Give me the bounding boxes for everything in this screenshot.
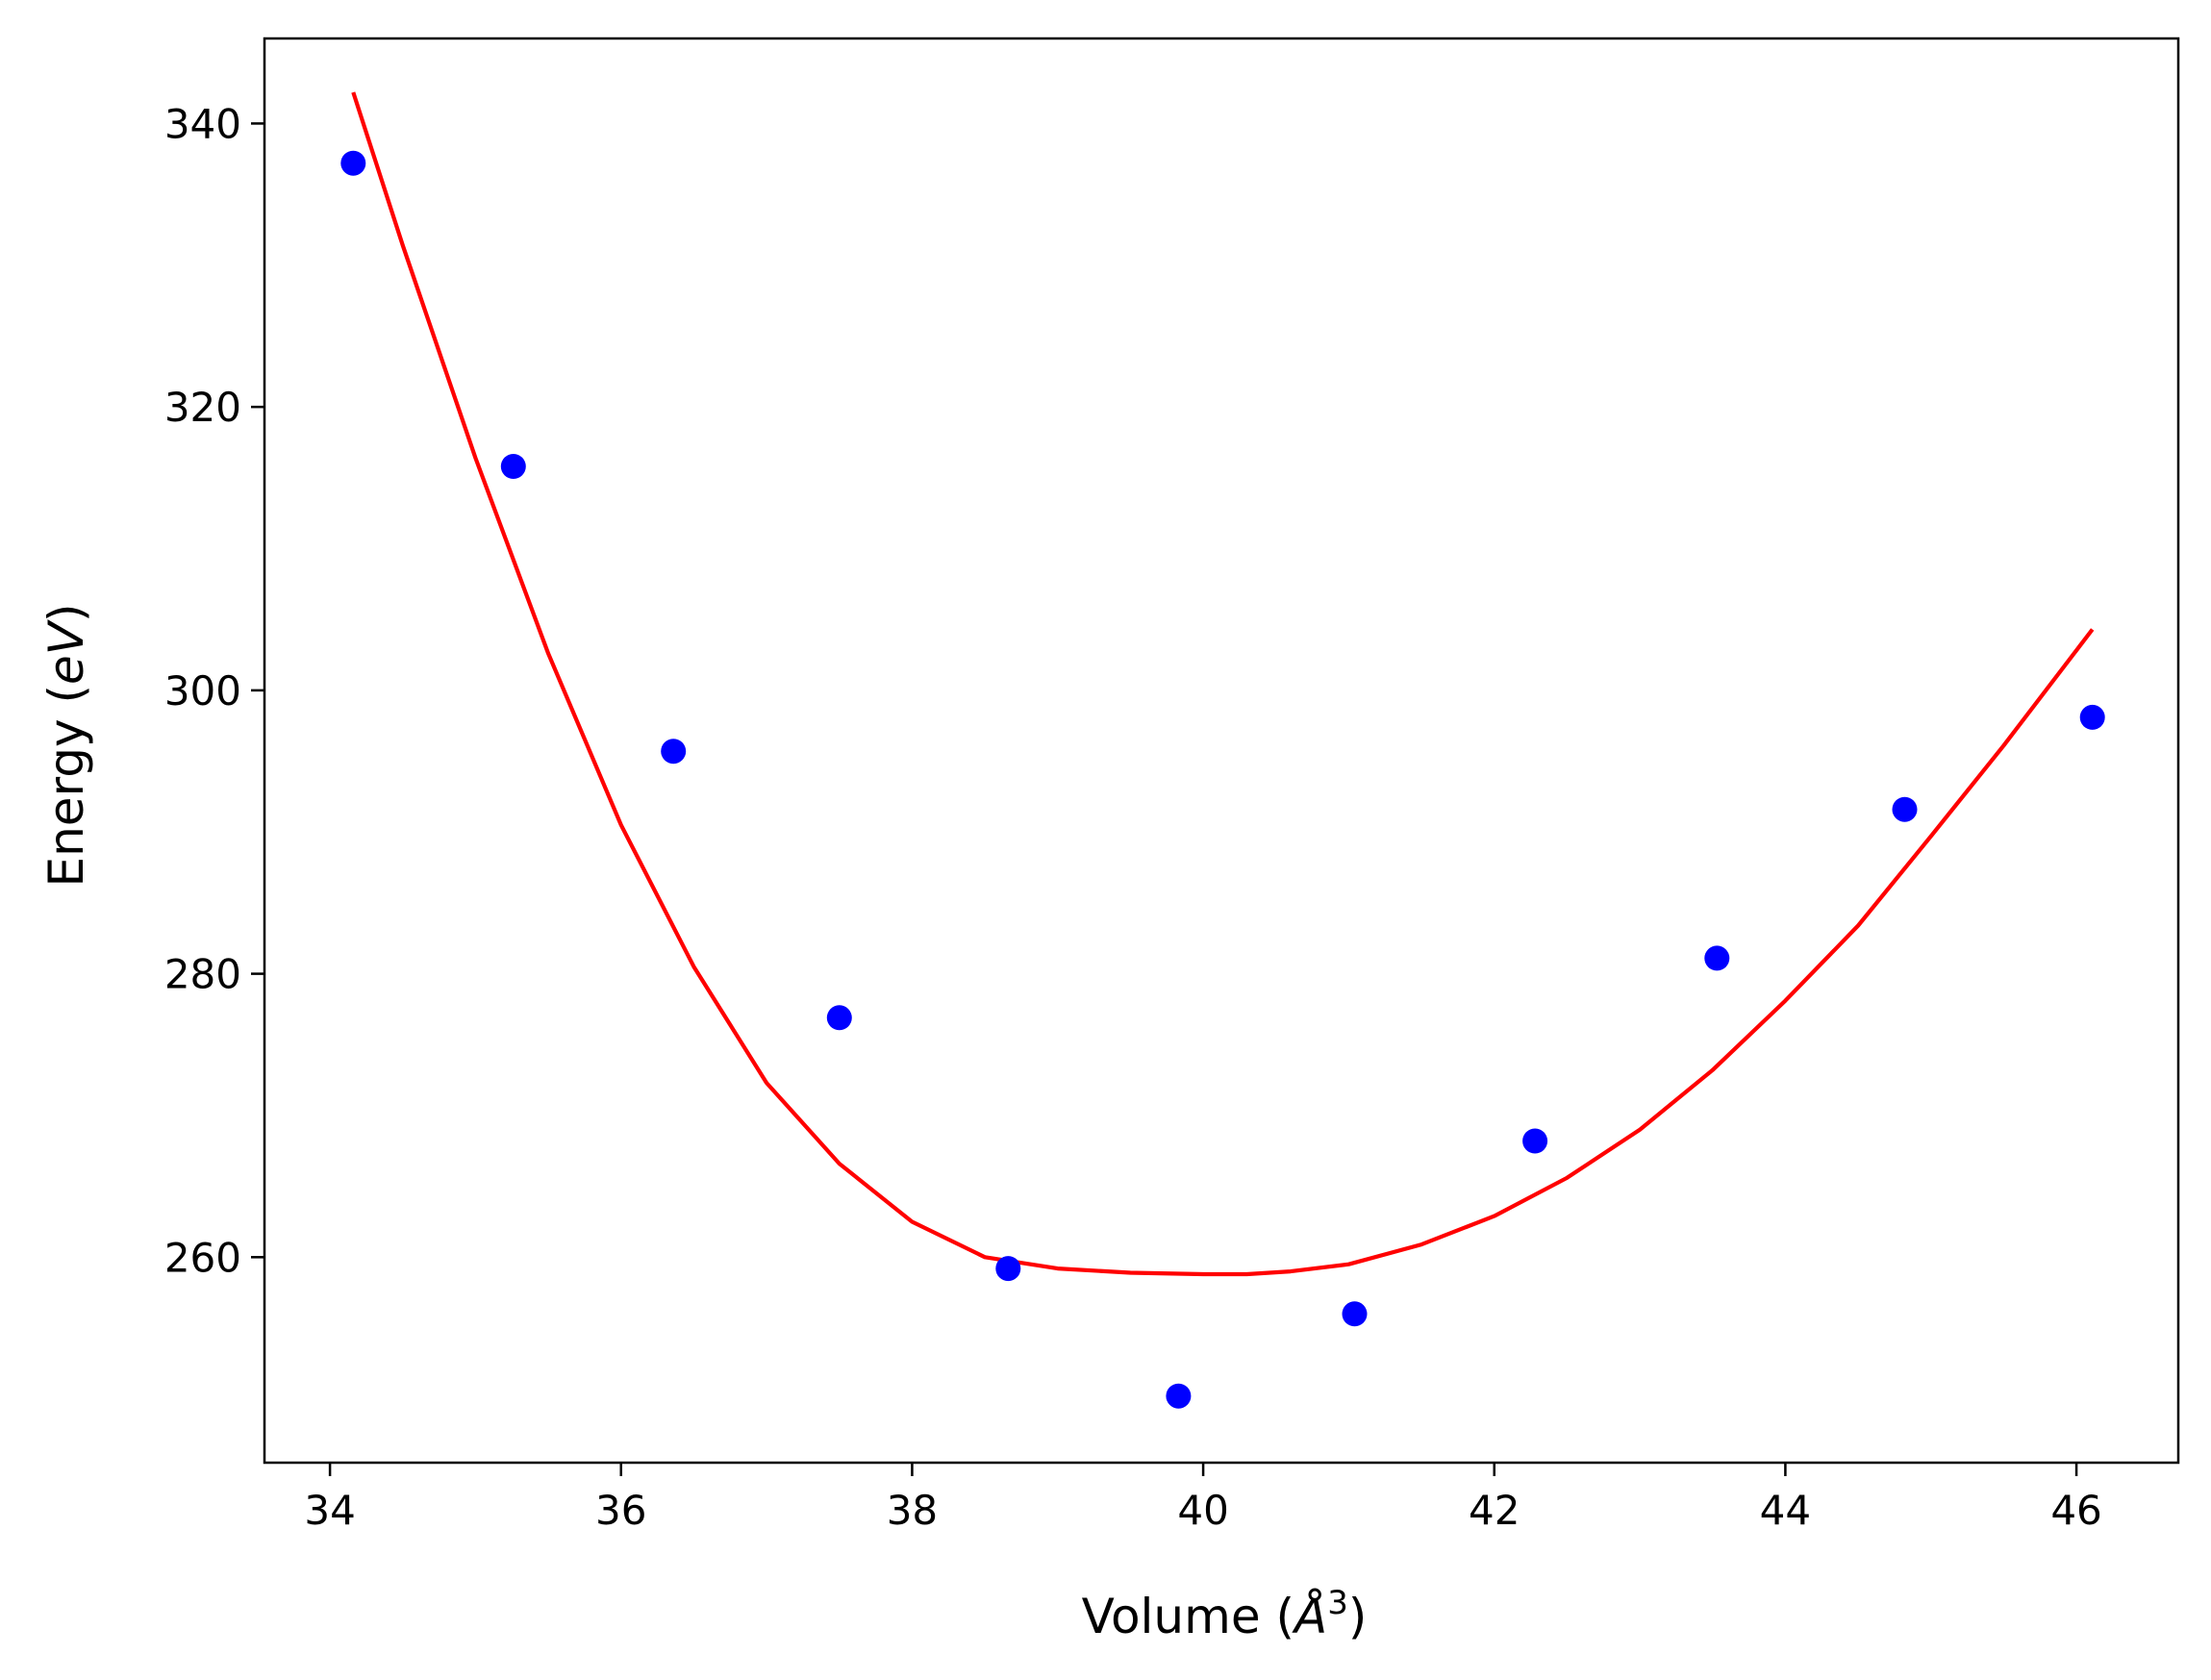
data-point — [661, 739, 687, 765]
data-point — [340, 150, 366, 176]
data-point — [2079, 704, 2105, 730]
y-tick-label: 300 — [164, 667, 241, 715]
y-tick-label: 320 — [164, 384, 241, 431]
y-axis-title: Energy (eV) — [38, 604, 94, 888]
x-tick-label: 36 — [595, 1487, 646, 1534]
axes-frame — [263, 37, 2180, 1465]
data-point — [1704, 945, 1730, 971]
y-axis-ticks: 260 280 300 320 340 — [164, 100, 264, 1281]
x-tick-label: 38 — [887, 1487, 938, 1534]
x-tick-label: 42 — [1469, 1487, 1520, 1534]
data-point — [500, 454, 526, 479]
data-point — [826, 1005, 852, 1031]
data-point — [1166, 1383, 1192, 1409]
x-tick-label: 40 — [1177, 1487, 1228, 1534]
plot-area — [340, 91, 2105, 1409]
x-axis-title: Volume (Å3) — [1082, 1584, 1368, 1644]
data-point — [1522, 1128, 1548, 1154]
data-point — [1342, 1301, 1368, 1327]
y-tick-label: 340 — [164, 100, 241, 147]
fit-curve-line — [351, 91, 2095, 1277]
x-tick-label: 46 — [2050, 1487, 2101, 1534]
data-point — [1892, 796, 1918, 822]
data-point — [995, 1256, 1021, 1282]
x-tick-label: 44 — [1760, 1487, 1811, 1534]
data-points — [340, 150, 2105, 1409]
x-tick-label: 34 — [304, 1487, 355, 1534]
y-tick-label: 280 — [164, 951, 241, 998]
y-tick-label: 260 — [164, 1234, 241, 1281]
x-axis-ticks: 34 36 38 40 42 44 46 — [304, 1463, 2102, 1534]
